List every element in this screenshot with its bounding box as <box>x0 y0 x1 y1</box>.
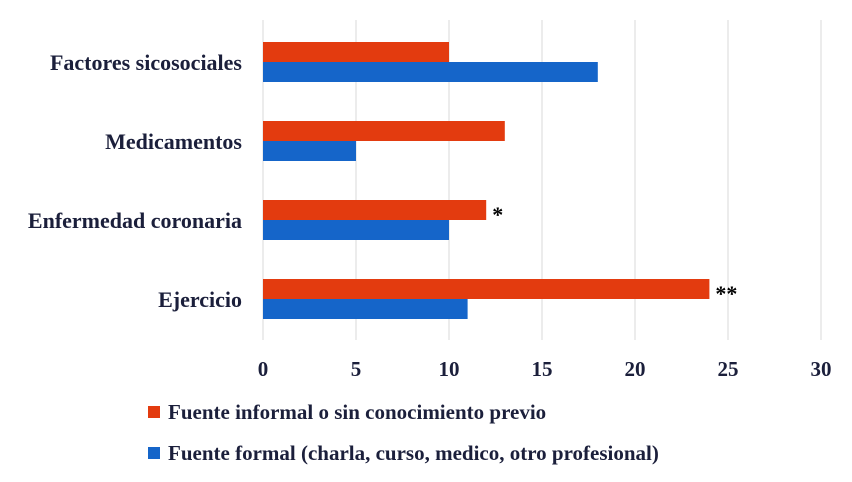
x-tick-label: 5 <box>351 357 362 381</box>
category-label: Enfermedad coronaria <box>28 208 242 233</box>
category-label: Ejercicio <box>158 287 242 312</box>
legend-swatch-1 <box>148 447 160 459</box>
category-labels: Factores sicosociales Medicamentos Enferme… <box>28 50 243 312</box>
x-tick-label: 25 <box>718 357 739 381</box>
category-label: Factores sicosociales <box>50 50 242 75</box>
x-tick-label: 15 <box>532 357 553 381</box>
category-label: Medicamentos <box>105 129 242 154</box>
legend: Fuente informal o sin conocimiento previ… <box>148 400 659 465</box>
x-tick-label: 0 <box>258 357 269 381</box>
significance-annotation: ** <box>715 281 737 306</box>
annotations: *** <box>492 202 737 306</box>
x-tick-label: 20 <box>625 357 646 381</box>
bar-series1-ejercicio <box>263 299 468 319</box>
x-tick-labels: 0 5 10 15 20 25 30 <box>258 357 832 381</box>
bar-series0-medicamentos <box>263 121 505 141</box>
bars <box>263 42 710 319</box>
significance-annotation: * <box>492 202 503 227</box>
legend-label-0: Fuente informal o sin conocimiento previ… <box>168 400 546 424</box>
legend-label-1: Fuente formal (charla, curso, medico, ot… <box>168 441 659 465</box>
bar-series0-factores-sicosociales <box>263 42 449 62</box>
bar-series0-ejercicio <box>263 279 710 299</box>
x-tick-label: 30 <box>811 357 832 381</box>
bar-series1-medicamentos <box>263 141 356 161</box>
legend-swatch-0 <box>148 406 160 418</box>
bar-series0-enfermedad-coronaria <box>263 200 487 220</box>
bar-series1-factores-sicosociales <box>263 62 598 82</box>
bar-series1-enfermedad-coronaria <box>263 220 449 240</box>
x-tick-label: 10 <box>439 357 460 381</box>
